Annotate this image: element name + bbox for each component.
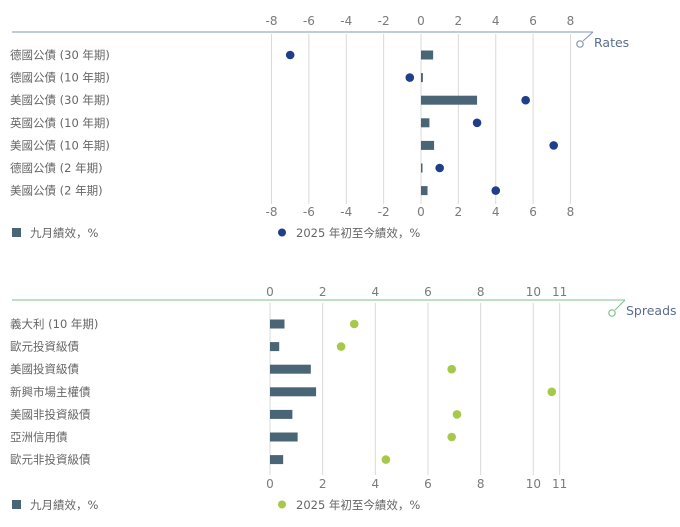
chart1-tick-top: 10 xyxy=(526,285,541,299)
chart0-bar xyxy=(421,163,423,173)
chart0-tick-top: -2 xyxy=(378,14,390,28)
chart0-category-label: 美國公債 (10 年期) xyxy=(10,138,110,152)
chart0-dot xyxy=(435,163,444,173)
chart0-legend-dot-label: 2025 年初至今績效，% xyxy=(296,226,420,240)
chart1-tick-top: 11 xyxy=(552,285,567,299)
chart1-tick-bottom: 4 xyxy=(372,477,380,491)
chart1-axis-hook xyxy=(614,299,626,311)
chart0-bar xyxy=(421,140,435,150)
chart1-category-label: 歐元非投資級債 xyxy=(10,453,91,467)
chart0-tick-bottom: -2 xyxy=(378,205,390,219)
chart0-tick-bottom: 2 xyxy=(455,205,463,219)
chart0-tick-bottom: 6 xyxy=(529,205,537,219)
chart1-legend-dot-swatch xyxy=(278,500,286,509)
chart1-tick-bottom: 6 xyxy=(424,477,432,491)
chart1-tick-bottom: 8 xyxy=(477,477,485,491)
chart1-dot xyxy=(452,410,462,419)
chart1-tick-top: 8 xyxy=(477,285,485,299)
chart0-tick-top: -8 xyxy=(266,14,278,28)
chart0-tick-top: 4 xyxy=(492,14,500,28)
chart0-bar xyxy=(421,186,428,196)
chart1-tick-top: 0 xyxy=(266,285,274,299)
chart1-category-label: 亞洲信用債 xyxy=(10,430,68,444)
chart1-category-label: 歐元投資級債 xyxy=(10,340,79,354)
chart1-category-label: 新興市場主權債 xyxy=(10,385,91,399)
chart0-axis-hook xyxy=(582,31,594,42)
chart1-bar xyxy=(270,364,311,374)
chart1-tick-bottom: 2 xyxy=(319,477,327,491)
chart1-dot xyxy=(336,342,346,351)
chart1-bar xyxy=(270,455,284,465)
chart0-legend-dot-swatch xyxy=(278,228,286,237)
chart0-dot xyxy=(472,118,482,128)
chart0-category-label: 美國公債 (30 年期) xyxy=(10,93,110,107)
chart0-category-label: 德國公債 (10 年期) xyxy=(10,71,110,85)
chart1-legend-dot-label: 2025 年初至今績效，% xyxy=(296,498,420,512)
chart0-tick-top: -6 xyxy=(303,14,315,28)
chart1-bar xyxy=(270,409,293,419)
chart0-bar xyxy=(421,50,434,60)
chart1-axis-marker xyxy=(608,309,616,317)
chart0-tick-bottom: 4 xyxy=(492,205,500,219)
chart1-tag: Spreads xyxy=(626,303,677,318)
chart1-dot xyxy=(447,364,457,374)
chart0-tag: Rates xyxy=(594,35,629,50)
chart0-dot xyxy=(549,141,558,150)
chart1-category-label: 義大利 (10 年期) xyxy=(10,317,98,331)
chart1-tick-bottom: 10 xyxy=(526,477,541,491)
chart1-dot xyxy=(447,432,457,442)
chart0-tick-bottom: -4 xyxy=(340,205,352,219)
chart1-bar xyxy=(270,342,280,352)
chart0-dot xyxy=(521,95,530,105)
chart0-category-label: 德國公債 (30 年期) xyxy=(10,48,110,62)
chart0-tick-top: 2 xyxy=(455,14,463,28)
chart1-tick-top: 6 xyxy=(424,285,432,299)
chart1-dot xyxy=(547,387,557,397)
chart0-category-label: 德國公債 (2 年期) xyxy=(10,161,103,175)
chart0-category-label: 英國公債 (10 年期) xyxy=(10,116,110,130)
chart0-category-label: 美國公債 (2 年期) xyxy=(10,184,103,198)
chart0-dot xyxy=(405,73,415,82)
chart0-legend-bar-label: 九月績效，% xyxy=(30,226,98,240)
chart0-tick-top: 8 xyxy=(567,14,575,28)
chart0-tick-bottom: 8 xyxy=(567,205,575,219)
chart1-legend-bar-label: 九月績效，% xyxy=(30,498,98,512)
chart0-axis-marker xyxy=(576,40,584,48)
chart0-tick-top: -4 xyxy=(340,14,352,28)
chart1-dot xyxy=(381,455,391,464)
chart1-tick-bottom: 0 xyxy=(266,477,274,491)
chart1-legend-bar-swatch xyxy=(12,500,21,509)
chart0-tick-bottom: 0 xyxy=(417,205,425,219)
chart1-bar xyxy=(270,387,317,397)
chart1-bar xyxy=(270,319,285,329)
chart1-bar xyxy=(270,432,298,442)
chart0-tick-bottom: -6 xyxy=(303,205,315,219)
chart0-bar xyxy=(421,95,478,105)
chart0-tick-bottom: -8 xyxy=(266,205,278,219)
chart0-dot xyxy=(285,50,295,60)
chart0-tick-top: 6 xyxy=(529,14,537,28)
chart0-tick-top: 0 xyxy=(417,14,425,28)
chart0-bar xyxy=(421,118,430,128)
chart1-dot xyxy=(349,319,359,329)
chart0-dot xyxy=(491,186,501,195)
chart0-legend-bar-swatch xyxy=(12,228,21,237)
chart1-category-label: 美國非投資級債 xyxy=(10,407,91,421)
chart1-category-label: 美國投資級債 xyxy=(10,362,79,376)
chart1-tick-top: 2 xyxy=(319,285,327,299)
chart0-bar xyxy=(421,73,423,83)
chart1-tick-top: 4 xyxy=(372,285,380,299)
chart1-tick-bottom: 11 xyxy=(552,477,567,491)
